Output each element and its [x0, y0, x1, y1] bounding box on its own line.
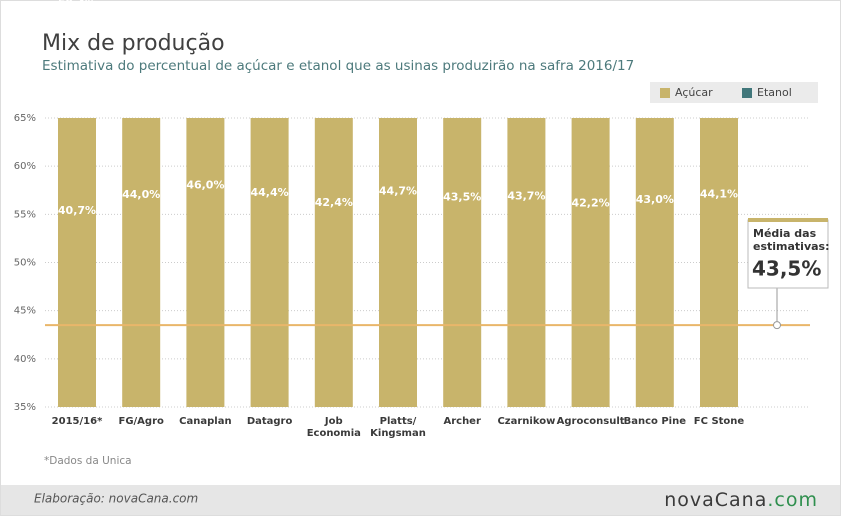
annotation-value: 43,5% [752, 257, 821, 281]
x-tick-label: 2015/16* [51, 416, 103, 427]
bar-segment [314, 118, 353, 407]
bar-segment [379, 118, 417, 407]
x-tick-label: Datagro [246, 416, 293, 427]
annotation-label: Média das estimativas: [753, 227, 830, 253]
bars [58, 118, 738, 407]
bar-segment [58, 118, 96, 407]
legend-swatch [742, 88, 752, 98]
value-label: 44,1% [700, 188, 738, 201]
value-label: 43,7% [507, 190, 545, 203]
y-tick-label: 45% [14, 306, 36, 317]
value-label: 40,7% [58, 204, 96, 217]
x-tick-label: Czarnikow [497, 416, 556, 427]
annotation-box [747, 219, 829, 289]
bar-segment [186, 118, 225, 407]
chart-subtitle: Estimativa do percentual de açúcar e eta… [42, 58, 634, 74]
legend-box [650, 82, 818, 103]
value-label: 42,4% [315, 196, 353, 209]
bar-segment [250, 118, 289, 407]
x-tick-label: Canaplan [179, 416, 232, 427]
x-tick-label: FC Stone [693, 416, 745, 427]
legend-swatch [660, 88, 670, 98]
bar-segment [700, 118, 738, 407]
y-tick-label: 65% [14, 113, 36, 124]
y-tick-label: 60% [14, 161, 36, 172]
bar-segment [571, 118, 610, 407]
y-tick-label: 40% [14, 354, 36, 365]
logo-suffix: .com [767, 489, 818, 511]
bar-segment [635, 118, 674, 407]
y-tick-label: 35% [14, 402, 36, 413]
value-label: 59,4% [58, 0, 96, 10]
bar-segment [507, 118, 546, 407]
y-tick-label: 50% [14, 258, 36, 269]
value-label: 43,0% [636, 193, 674, 206]
logo-name: novaCana [664, 489, 767, 511]
logo: novaCana.com [664, 489, 818, 511]
bar-segment [122, 118, 161, 407]
credit: Elaboração: novaCana.com [34, 492, 198, 506]
value-label: 44,7% [379, 185, 417, 198]
value-label: 44,4% [251, 186, 289, 199]
annotation-label-line: estimativas: [753, 240, 830, 253]
x-tick-label: Job Economia [306, 416, 361, 439]
y-tick-label: 55% [14, 209, 36, 220]
x-tick-label: Agroconsult [556, 416, 625, 427]
legend-label: Açúcar [675, 86, 713, 99]
value-label: 44,0% [122, 188, 160, 201]
value-label: 46,0% [186, 178, 224, 191]
x-tick-label: Platts/ Kingsman [370, 416, 426, 439]
bar-segment [443, 118, 482, 407]
average-marker [773, 321, 781, 330]
x-tick-label: FG/Agro [118, 416, 164, 427]
annotation-bar [748, 218, 828, 222]
footer-band [1, 485, 840, 515]
legend-label: Etanol [757, 86, 792, 99]
value-label: 43,5% [443, 190, 481, 203]
value-label: 42,2% [572, 197, 610, 210]
note: *Dados da Unica [44, 455, 132, 467]
x-tick-label: Archer [443, 416, 481, 427]
x-tick-label: Banco Pine [623, 416, 687, 427]
chart-title: Mix de produção [42, 31, 225, 56]
annotation-label-line: Média das [753, 227, 817, 240]
